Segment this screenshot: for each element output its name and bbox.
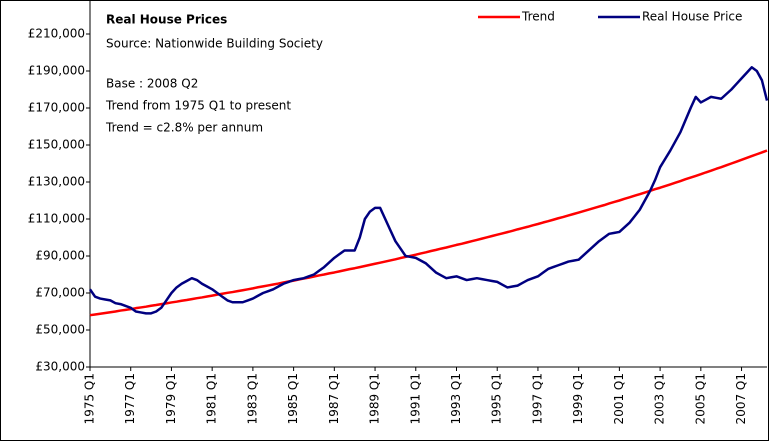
x-tick-label: 1993 Q1 <box>449 373 463 424</box>
x-tick-label: 1995 Q1 <box>490 373 504 424</box>
y-tick-label: £90,000 <box>35 249 85 263</box>
chart-subtitle: Source: Nationwide Building Society <box>106 37 323 51</box>
x-tick-label: 2007 Q1 <box>734 373 748 424</box>
x-tick-label: 1979 Q1 <box>164 373 178 424</box>
annotation: Trend = c2.8% per annum <box>105 121 263 135</box>
y-tick-label: £50,000 <box>35 323 85 337</box>
x-tick-label: 1985 Q1 <box>286 373 300 424</box>
y-tick-label: £130,000 <box>28 175 85 189</box>
legend-label: Trend <box>521 10 555 24</box>
series-line <box>89 149 768 317</box>
x-tick-label: 1991 Q1 <box>408 373 422 424</box>
annotation: Trend from 1975 Q1 to present <box>105 99 291 113</box>
y-tick-label: £190,000 <box>28 64 85 78</box>
y-tick-label: £110,000 <box>28 212 85 226</box>
y-tick-label: £150,000 <box>28 138 85 152</box>
series-line <box>88 66 769 315</box>
legend-label: Real House Price <box>642 10 742 24</box>
x-tick-label: 2005 Q1 <box>693 373 707 424</box>
x-tick-label: 1981 Q1 <box>205 373 219 424</box>
x-tick-label: 1999 Q1 <box>571 373 585 424</box>
x-tick-label: 2003 Q1 <box>653 373 667 424</box>
x-tick-label: 1989 Q1 <box>368 373 382 424</box>
x-tick-label: 1977 Q1 <box>123 373 137 424</box>
x-tick-label: 2001 Q1 <box>612 373 626 424</box>
x-tick-label: 1987 Q1 <box>327 373 341 424</box>
chart-title: Real House Prices <box>106 13 227 27</box>
y-tick-label: £70,000 <box>35 286 85 300</box>
x-tick-label: 1997 Q1 <box>530 373 544 424</box>
x-tick-label: 1983 Q1 <box>245 373 259 424</box>
y-tick-label: £170,000 <box>28 101 85 115</box>
y-tick-label: £210,000 <box>28 27 85 41</box>
y-tick-label: £30,000 <box>35 360 85 374</box>
annotation: Base : 2008 Q2 <box>106 77 198 91</box>
x-tick-label: 1975 Q1 <box>83 373 97 424</box>
